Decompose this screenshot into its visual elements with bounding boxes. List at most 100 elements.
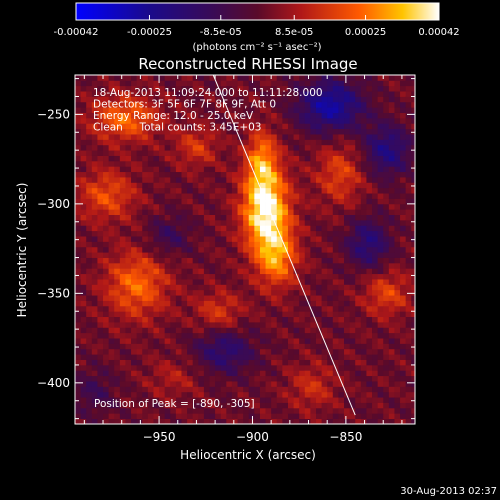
heatmap-cell: [125, 364, 132, 371]
heatmap-cell: [377, 289, 384, 296]
heatmap-cell: [215, 381, 222, 387]
heatmap-cell: [293, 182, 300, 189]
heatmap-cell: [287, 262, 294, 269]
heatmap-cell: [119, 279, 126, 285]
heatmap-cell: [226, 252, 233, 258]
heatmap-cell: [125, 225, 132, 232]
heatmap-cell: [327, 418, 334, 424]
heatmap-cell: [198, 359, 205, 366]
heatmap-cell: [243, 198, 250, 205]
heatmap-cell: [349, 134, 356, 140]
heatmap-cell: [349, 295, 356, 301]
heatmap-cell: [383, 230, 390, 237]
heatmap-cell: [203, 75, 210, 81]
heatmap-cell: [220, 348, 227, 355]
heatmap-cell: [97, 107, 104, 113]
heatmap-cell: [153, 198, 160, 205]
heatmap-cell: [220, 273, 227, 280]
heatmap-cell: [349, 364, 356, 371]
heatmap-cell: [153, 182, 160, 189]
heatmap-cell: [315, 397, 322, 403]
heatmap-cell: [108, 295, 115, 301]
heatmap-cell: [175, 273, 182, 280]
heatmap-cell: [91, 305, 98, 312]
heatmap-cell: [327, 370, 334, 377]
heatmap-cell: [86, 300, 93, 307]
heatmap-cell: [332, 397, 339, 403]
heatmap-cell: [209, 166, 216, 173]
heatmap-cell: [119, 354, 126, 360]
heatmap-cell: [287, 225, 294, 232]
heatmap-cell: [310, 203, 317, 210]
heatmap-cell: [254, 160, 261, 167]
heatmap-cell: [220, 225, 227, 232]
heatmap-cell: [394, 321, 401, 328]
heatmap-cell: [164, 375, 171, 382]
heatmap-cell: [142, 198, 149, 205]
heatmap-cell: [114, 219, 121, 226]
heatmap-cell: [287, 219, 294, 226]
heatmap-cell: [304, 225, 311, 232]
heatmap-cell: [181, 117, 188, 124]
heatmap-cell: [237, 101, 244, 108]
heatmap-cell: [114, 182, 121, 189]
heatmap-cell: [220, 236, 227, 242]
heatmap-cell: [80, 381, 87, 387]
heatmap-cell: [231, 284, 238, 291]
heatmap-cell: [203, 177, 210, 183]
heatmap-cell: [131, 203, 138, 210]
heatmap-cell: [97, 155, 104, 162]
heatmap-cell: [411, 262, 415, 269]
heatmap-cell: [153, 418, 160, 424]
heatmap-cell: [265, 193, 272, 199]
heatmap-cell: [203, 155, 210, 162]
heatmap-cell: [394, 332, 401, 339]
heatmap-cell: [276, 381, 283, 387]
heatmap-cell: [321, 155, 328, 162]
heatmap-cell: [243, 177, 250, 183]
heatmap-cell: [108, 144, 115, 151]
heatmap-cell: [231, 91, 238, 97]
heatmap-cell: [338, 262, 345, 269]
heatmap-cell: [226, 273, 233, 280]
heatmap-cell: [355, 193, 362, 199]
heatmap-cell: [125, 219, 132, 226]
heatmap-cell: [366, 246, 373, 253]
heatmap-cell: [97, 295, 104, 301]
heatmap-cell: [271, 343, 278, 350]
heatmap-cell: [226, 289, 233, 296]
heatmap-cell: [170, 236, 177, 242]
heatmap-cell: [394, 386, 401, 393]
heatmap-cell: [159, 91, 166, 97]
heatmap-cell: [75, 193, 81, 199]
heatmap-cell: [405, 160, 412, 167]
heatmap-cell: [344, 262, 351, 269]
heatmap-cell: [203, 198, 210, 205]
heatmap-cell: [383, 236, 390, 242]
heatmap-cell: [125, 316, 132, 323]
heatmap-cell: [400, 311, 407, 318]
heatmap-cell: [282, 413, 289, 420]
x-tick-label: −850: [329, 430, 362, 444]
heatmap-cell: [411, 386, 415, 393]
heatmap-cell: [203, 219, 210, 226]
heatmap-cell: [91, 209, 98, 215]
heatmap-cell: [86, 327, 93, 334]
heatmap-cell: [411, 144, 415, 151]
heatmap-cell: [405, 230, 412, 237]
heatmap-cell: [226, 203, 233, 210]
heatmap-cell: [259, 214, 266, 221]
heatmap-cell: [355, 225, 362, 232]
heatmap-cell: [75, 386, 81, 393]
heatmap-cell: [119, 246, 126, 253]
heatmap-cell: [248, 418, 255, 424]
heatmap-cell: [411, 284, 415, 291]
heatmap-cell: [243, 85, 250, 92]
heatmap-cell: [114, 289, 121, 296]
heatmap-cell: [231, 295, 238, 301]
heatmap-cell: [125, 236, 132, 242]
heatmap-cell: [147, 117, 154, 124]
heatmap-cell: [159, 150, 166, 156]
heatmap-cell: [209, 348, 216, 355]
heatmap-cell: [159, 160, 166, 167]
